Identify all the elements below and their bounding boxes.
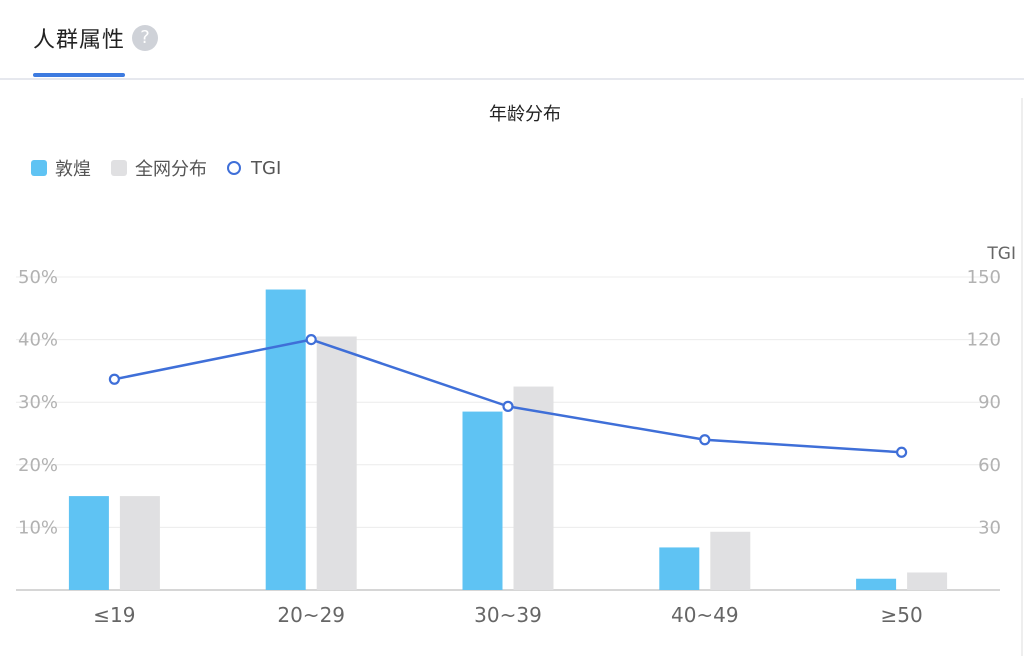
legend-item-tgi[interactable]: TGI xyxy=(227,158,281,179)
bar-network xyxy=(513,386,554,590)
help-icon[interactable]: ? xyxy=(132,25,158,51)
y-left-tick-label: 50% xyxy=(18,267,58,288)
y-right-tick-label: 30 xyxy=(978,517,1001,538)
x-tick-label: ≥50 xyxy=(880,603,922,627)
y-right-tick-label: 90 xyxy=(978,392,1001,413)
legend-label-dunhuang: 敦煌 xyxy=(55,159,91,180)
x-tick-label: 30~39 xyxy=(474,603,542,627)
bar-dunhuang xyxy=(68,496,109,590)
legend-item-dunhuang[interactable]: 敦煌 xyxy=(31,155,91,181)
tab-bar: 人群属性 ? xyxy=(0,0,1024,80)
bar-dunhuang xyxy=(659,547,700,590)
tgi-point xyxy=(502,400,514,412)
x-tick-label: 20~29 xyxy=(277,603,345,627)
y-left-tick-label: 20% xyxy=(18,455,58,476)
legend-label-tgi: TGI xyxy=(251,157,282,179)
bar-network xyxy=(119,496,160,590)
chart-title: 年龄分布 xyxy=(489,104,561,125)
chart-legend: 敦煌 全网分布 TGI xyxy=(31,156,301,180)
y-right-tick-label: 120 xyxy=(967,330,1001,351)
legend-swatch-network xyxy=(111,160,127,176)
bar-dunhuang xyxy=(462,411,503,590)
tgi-point xyxy=(305,334,317,346)
bar-network xyxy=(907,572,948,590)
tgi-point xyxy=(699,434,711,446)
active-tab-indicator xyxy=(33,73,125,77)
y-left-tick-label: 10% xyxy=(18,517,58,538)
legend-label-network: 全网分布 xyxy=(135,159,207,180)
tgi-line xyxy=(114,338,902,454)
bar-dunhuang xyxy=(856,578,897,590)
tgi-point xyxy=(108,373,121,385)
y-right-tick-label: 150 xyxy=(967,267,1001,288)
y-left-tick-label: 30% xyxy=(18,392,58,413)
bar-dunhuang xyxy=(265,289,306,590)
legend-swatch-dunhuang xyxy=(31,160,47,176)
x-tick-label: 40~49 xyxy=(671,603,739,627)
tab-crowd-attributes[interactable]: 人群属性 xyxy=(33,28,126,53)
y-left-tick-label: 40% xyxy=(18,330,58,351)
x-tick-label: ≤19 xyxy=(93,603,135,627)
panel-border xyxy=(1021,98,1023,656)
bar-network xyxy=(316,336,357,590)
y-right-axis-label: TGI xyxy=(986,244,1016,264)
bar-network xyxy=(710,531,751,590)
legend-item-network[interactable]: 全网分布 xyxy=(111,155,207,181)
legend-marker-tgi xyxy=(227,161,241,175)
y-right-tick-label: 60 xyxy=(978,455,1001,476)
tgi-point xyxy=(895,446,908,458)
